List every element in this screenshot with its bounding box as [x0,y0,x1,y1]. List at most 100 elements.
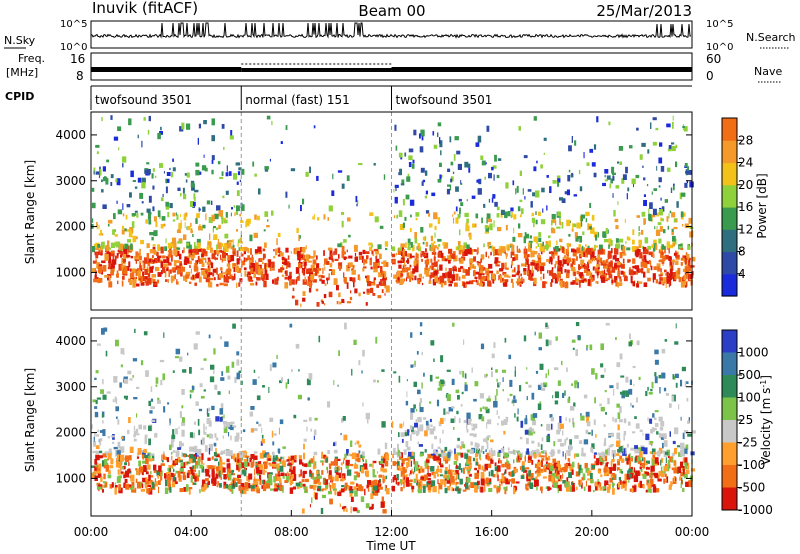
range-gate [136,413,138,418]
range-gate [117,280,119,285]
range-gate [544,281,548,284]
range-gate [494,154,497,162]
range-gate [373,281,376,286]
range-gate [591,214,595,221]
range-gate [441,452,444,458]
range-gate [182,369,187,373]
range-gate [565,481,569,488]
range-gate [208,465,213,470]
range-gate [600,343,604,350]
range-gate [354,442,356,446]
range-gate [261,434,264,439]
range-gate [439,140,443,148]
range-gate [481,217,483,224]
range-gate [101,489,104,493]
range-gate [271,430,274,438]
range-gate [598,244,603,251]
range-gate [356,200,359,205]
range-gate [575,256,578,261]
range-gate [138,472,141,476]
range-gate [456,150,461,155]
range-gate [369,287,374,294]
range-gate [613,463,617,468]
range-gate [425,210,430,214]
range-gate [433,472,436,479]
range-gate [684,126,688,132]
nave-label: Nave [754,65,782,78]
range-gate [454,282,458,287]
range-gate [514,366,516,372]
range-gate [505,252,508,257]
range-gate [211,155,215,161]
range-gate [371,250,373,255]
range-gate [226,463,231,470]
range-gate [213,277,216,281]
range-gate [183,275,188,281]
colorbar-tick-label: -500 [738,481,765,495]
range-gate [554,367,559,371]
range-gate [642,462,645,469]
range-gate [536,485,538,491]
range-gate [383,279,387,286]
range-gate [424,170,428,176]
range-gate [549,256,553,262]
range-gate [107,458,110,461]
range-gate [551,279,554,283]
range-gate [485,454,487,459]
range-gate [649,218,653,222]
range-gate [540,276,542,281]
range-gate [633,485,637,492]
range-gate [328,205,333,212]
range-gate [205,478,209,482]
range-gate [574,140,577,146]
freq-tick-top: 16 [70,52,85,66]
range-gate [632,239,635,245]
range-gate [95,454,100,461]
range-gate [578,264,581,271]
range-gate [592,267,595,271]
range-gate [686,397,689,402]
range-gate [330,252,333,259]
range-gate [526,270,530,276]
range-gate [165,178,170,183]
range-gate [251,268,256,274]
range-gate [214,458,218,462]
range-gate [496,470,499,478]
range-gate [569,439,572,445]
range-gate [219,408,224,415]
range-gate [512,400,515,407]
range-gate [172,460,176,466]
range-gate [514,468,518,473]
range-gate [458,463,461,471]
range-gate [413,478,416,484]
range-gate [631,456,633,462]
range-gate [474,223,477,228]
noise-tick-right-top: 10^5 [706,19,733,30]
range-gate [222,435,224,439]
range-gate [205,471,210,477]
range-gate [512,236,516,242]
range-gate [502,389,504,392]
range-gate [160,246,164,254]
range-gate [118,461,122,469]
range-gate [108,470,111,474]
range-gate [540,164,543,169]
range-gate [682,125,686,128]
range-gate [541,387,546,391]
range-gate [131,213,137,216]
range-gate [425,190,428,195]
range-gate [94,432,96,437]
range-gate [205,426,207,430]
range-gate [299,459,303,465]
range-gate [343,487,347,491]
range-gate [269,364,272,371]
range-gate [660,268,662,273]
range-gate [346,282,349,289]
range-gate [529,478,531,485]
range-gate [403,475,407,481]
range-gate [202,206,206,212]
range-gate [685,252,688,256]
range-gate [381,421,386,428]
range-gate [468,280,474,285]
